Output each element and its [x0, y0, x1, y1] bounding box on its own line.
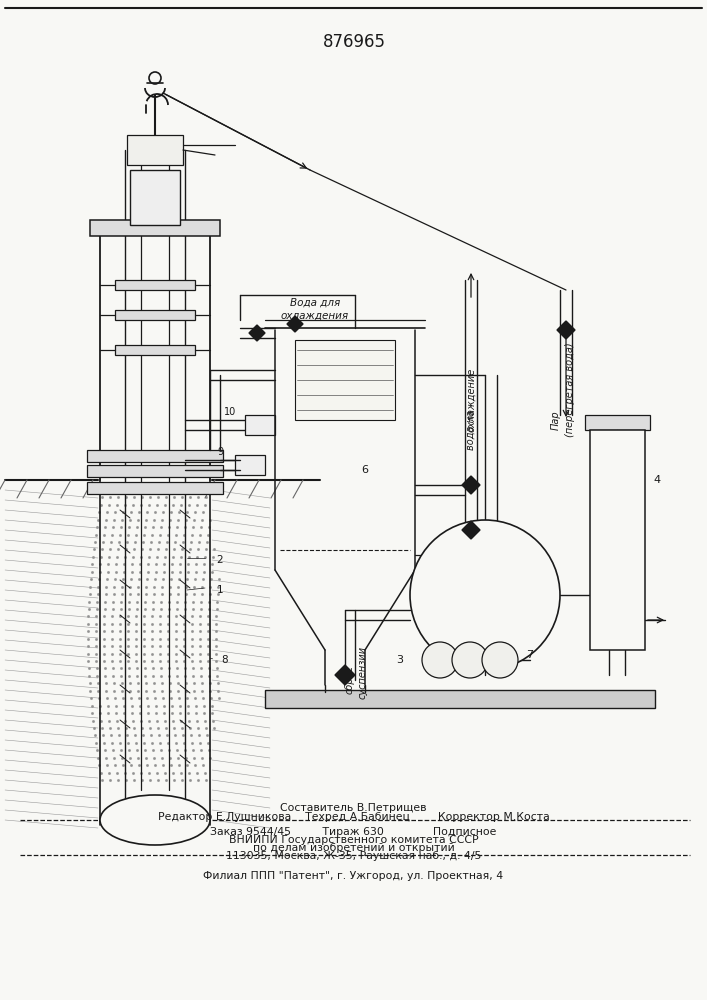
Bar — [87, 482, 223, 494]
Bar — [87, 465, 223, 477]
Text: 113035, Москва, Ж-35, Раушская наб., д. 4/5: 113035, Москва, Ж-35, Раушская наб., д. … — [226, 851, 481, 861]
Circle shape — [410, 520, 560, 670]
Bar — [295, 340, 395, 420]
Text: охлаждения: охлаждения — [281, 311, 349, 321]
Text: по делам изобретений и открытий: по делам изобретений и открытий — [252, 843, 455, 853]
Polygon shape — [249, 325, 265, 341]
Polygon shape — [287, 316, 303, 332]
Circle shape — [482, 642, 518, 678]
Text: 5: 5 — [421, 585, 428, 595]
Text: 876965: 876965 — [322, 33, 385, 51]
Text: 6: 6 — [361, 465, 368, 475]
Text: 9: 9 — [217, 447, 223, 457]
Circle shape — [422, 642, 458, 678]
Bar — [130, 170, 180, 225]
Polygon shape — [557, 321, 575, 339]
Bar — [115, 310, 195, 320]
Polygon shape — [462, 476, 480, 494]
Polygon shape — [335, 665, 355, 685]
Text: 4: 4 — [653, 475, 660, 485]
Text: 1: 1 — [216, 585, 223, 595]
Bar — [90, 220, 220, 236]
Polygon shape — [462, 521, 480, 539]
Text: охлаждение: охлаждение — [466, 368, 476, 432]
Text: Редактор Е.Лушникова    Техред А.Бабинец        Корректор М.Коста: Редактор Е.Лушникова Техред А.Бабинец Ко… — [158, 812, 549, 822]
Bar — [127, 135, 183, 165]
Bar — [585, 415, 650, 430]
Text: Филиал ППП "Патент", г. Ужгород, ул. Проектная, 4: Филиал ППП "Патент", г. Ужгород, ул. Про… — [204, 871, 503, 881]
Text: сброс: сброс — [345, 666, 355, 694]
Text: Пар: Пар — [551, 410, 561, 430]
Bar — [115, 280, 195, 290]
Text: 2: 2 — [216, 555, 223, 565]
Text: 10: 10 — [224, 407, 236, 417]
Text: вода на: вода на — [466, 410, 476, 450]
Bar — [590, 430, 645, 650]
Text: 3: 3 — [397, 655, 404, 665]
Text: (перегретая вода): (перегретая вода) — [565, 343, 575, 437]
Text: Вода для: Вода для — [290, 298, 340, 308]
Ellipse shape — [100, 795, 210, 845]
Bar — [87, 450, 223, 462]
Text: 7: 7 — [527, 650, 534, 660]
Text: 8: 8 — [222, 655, 228, 665]
Text: суспензии: суспензии — [358, 645, 368, 699]
Circle shape — [452, 642, 488, 678]
Bar — [265, 690, 655, 708]
Bar — [115, 345, 195, 355]
Bar — [245, 415, 275, 435]
Text: ВНИИПИ Государственного комитета СССР: ВНИИПИ Государственного комитета СССР — [228, 835, 479, 845]
Bar — [235, 455, 265, 475]
Text: Заказ 9544/45         Тираж 630              Подписное: Заказ 9544/45 Тираж 630 Подписное — [210, 827, 497, 837]
Text: Составитель В.Петрищев: Составитель В.Петрищев — [280, 803, 427, 813]
